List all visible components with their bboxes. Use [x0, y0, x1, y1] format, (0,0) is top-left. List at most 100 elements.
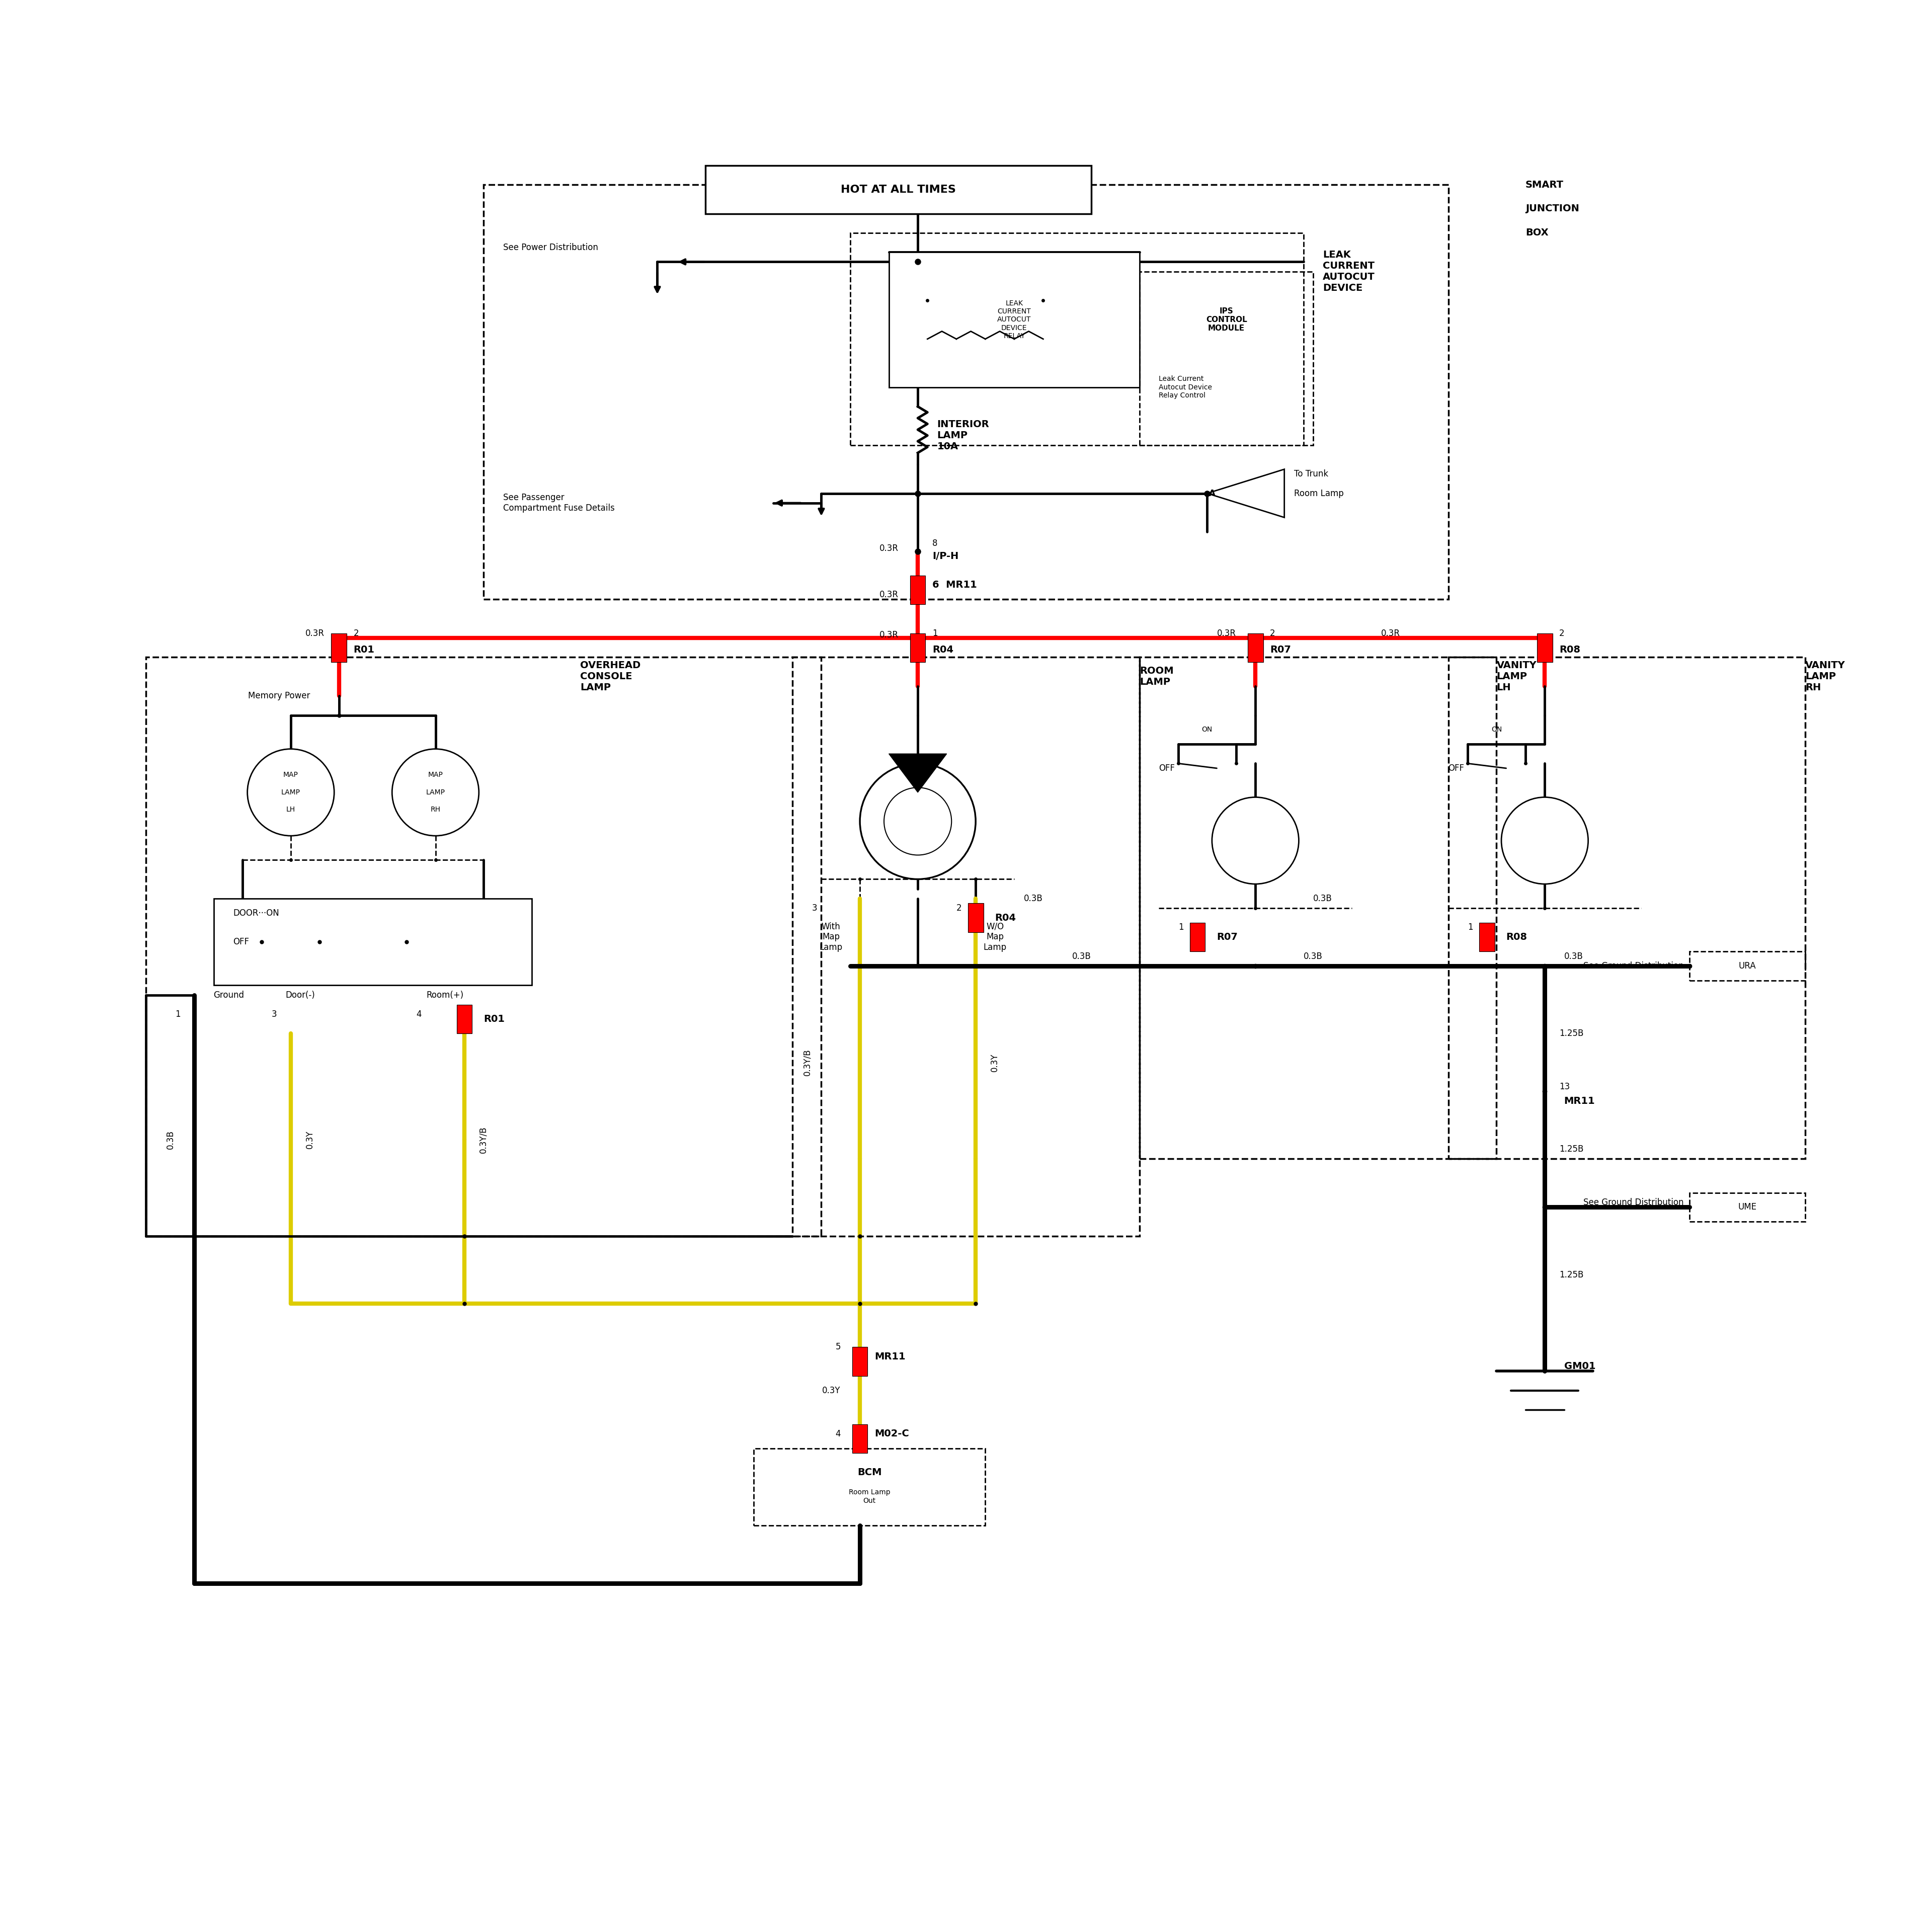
Text: JUNCTION: JUNCTION — [1526, 205, 1578, 214]
Text: INTERIOR
LAMP
10A: INTERIOR LAMP 10A — [937, 419, 989, 452]
Bar — [1689, 1192, 1804, 1221]
Text: Ground: Ground — [214, 991, 243, 999]
Text: 0.3B: 0.3B — [166, 1130, 176, 1150]
Text: Door(-): Door(-) — [286, 991, 315, 999]
Text: MAP: MAP — [429, 771, 442, 779]
Bar — [792, 657, 1140, 1236]
Bar — [889, 253, 1140, 386]
Text: VANITY
LAMP
LH: VANITY LAMP LH — [1497, 661, 1536, 692]
Text: 0.3B: 0.3B — [1304, 952, 1323, 960]
Circle shape — [392, 750, 479, 837]
Text: 2: 2 — [354, 628, 359, 638]
Text: R04: R04 — [933, 645, 952, 655]
Text: 1.25B: 1.25B — [1559, 1269, 1584, 1279]
Bar — [1449, 657, 1804, 1159]
Text: Room(+): Room(+) — [427, 991, 464, 999]
Text: 4: 4 — [415, 1010, 421, 1018]
Text: LEAK
CURRENT
AUTOCUT
DEVICE
RELAY: LEAK CURRENT AUTOCUT DEVICE RELAY — [997, 299, 1032, 340]
Bar — [1689, 952, 1804, 980]
Text: See Passenger
Compartment Fuse Details: See Passenger Compartment Fuse Details — [502, 493, 614, 512]
Text: OFF: OFF — [234, 937, 249, 947]
Text: ON: ON — [1492, 726, 1501, 734]
Text: OVERHEAD
CONSOLE
LAMP: OVERHEAD CONSOLE LAMP — [580, 661, 641, 692]
Text: OFF: OFF — [1449, 763, 1464, 773]
Text: URA: URA — [1739, 962, 1756, 970]
Text: 0.3Y: 0.3Y — [305, 1130, 315, 1150]
Text: Leak Current
Autocut Device
Relay Control: Leak Current Autocut Device Relay Contro… — [1159, 375, 1211, 398]
Text: 0.3R: 0.3R — [1217, 628, 1236, 638]
Bar — [330, 634, 346, 663]
Text: 3: 3 — [272, 1010, 276, 1018]
Text: 2: 2 — [1559, 628, 1565, 638]
Polygon shape — [1208, 469, 1285, 518]
Text: LAMP: LAMP — [425, 788, 444, 796]
Text: 8: 8 — [933, 539, 937, 549]
Circle shape — [1501, 798, 1588, 885]
Circle shape — [247, 750, 334, 837]
Text: ON: ON — [1202, 726, 1213, 734]
Text: 0.3B: 0.3B — [1072, 952, 1092, 960]
Text: R01: R01 — [483, 1014, 504, 1024]
Text: OFF: OFF — [1159, 763, 1175, 773]
Text: 0.3B: 0.3B — [1565, 952, 1582, 960]
Text: I/P-H: I/P-H — [933, 551, 958, 560]
Text: BOX: BOX — [1526, 228, 1548, 238]
Text: See Ground Distribution: See Ground Distribution — [1584, 962, 1683, 970]
Bar — [456, 1005, 471, 1034]
Bar — [968, 904, 983, 933]
Circle shape — [885, 788, 952, 856]
Text: 1.25B: 1.25B — [1559, 1146, 1584, 1153]
Text: 0.3R: 0.3R — [879, 589, 898, 599]
Text: LEAK
CURRENT
AUTOCUT
DEVICE: LEAK CURRENT AUTOCUT DEVICE — [1323, 249, 1376, 294]
Text: 1: 1 — [933, 628, 937, 638]
Bar — [852, 1424, 867, 1453]
Bar — [1190, 923, 1206, 952]
Text: 2: 2 — [1269, 628, 1275, 638]
Text: See Ground Distribution: See Ground Distribution — [1584, 1198, 1683, 1208]
Text: R07: R07 — [1269, 645, 1291, 655]
Text: DOOR···ON: DOOR···ON — [234, 908, 278, 918]
Text: 0.3B: 0.3B — [1024, 895, 1043, 902]
Text: RH: RH — [431, 806, 440, 813]
Bar — [483, 185, 1449, 599]
Text: R04: R04 — [995, 914, 1016, 923]
Text: See Power Distribution: See Power Distribution — [502, 243, 599, 251]
Text: GM01: GM01 — [1565, 1362, 1596, 1372]
Text: BCM: BCM — [858, 1468, 881, 1478]
Text: 0.3R: 0.3R — [1381, 628, 1401, 638]
Bar — [910, 576, 925, 605]
Text: IPS
CONTROL
MODULE: IPS CONTROL MODULE — [1206, 307, 1246, 332]
Bar — [214, 898, 531, 985]
Text: LAMP: LAMP — [282, 788, 299, 796]
Text: 6  MR11: 6 MR11 — [933, 580, 978, 589]
Circle shape — [1211, 798, 1298, 885]
Text: R07: R07 — [1217, 933, 1238, 941]
Text: Room Lamp: Room Lamp — [1294, 489, 1343, 498]
Text: Room Lamp
Out: Room Lamp Out — [848, 1490, 891, 1505]
Bar — [1248, 634, 1264, 663]
Text: HOT AT ALL TIMES: HOT AT ALL TIMES — [840, 184, 956, 195]
Text: 1: 1 — [1468, 923, 1472, 931]
Bar — [1538, 634, 1553, 663]
Bar — [1140, 272, 1314, 444]
Text: VANITY
LAMP
RH: VANITY LAMP RH — [1804, 661, 1845, 692]
Bar — [852, 1347, 867, 1376]
Text: UME: UME — [1739, 1202, 1756, 1211]
Text: R01: R01 — [354, 645, 375, 655]
Bar — [1480, 923, 1495, 952]
Polygon shape — [889, 753, 947, 792]
Text: ROOM
LAMP: ROOM LAMP — [1140, 667, 1173, 688]
Text: 0.3Y/B: 0.3Y/B — [802, 1049, 811, 1076]
Text: 1: 1 — [176, 1010, 180, 1018]
Text: 0.3R: 0.3R — [305, 628, 325, 638]
Text: 2: 2 — [956, 904, 962, 912]
Text: 1.25B: 1.25B — [1559, 1030, 1584, 1037]
Text: MR11: MR11 — [1565, 1095, 1596, 1105]
Text: SMART: SMART — [1526, 180, 1563, 189]
Text: 13: 13 — [1559, 1082, 1571, 1092]
Text: 0.3Y/B: 0.3Y/B — [479, 1126, 489, 1153]
Text: 5: 5 — [835, 1343, 840, 1352]
Text: R08: R08 — [1507, 933, 1528, 941]
Text: W/O
Map
Lamp: W/O Map Lamp — [983, 922, 1007, 952]
Text: MR11: MR11 — [875, 1352, 906, 1362]
